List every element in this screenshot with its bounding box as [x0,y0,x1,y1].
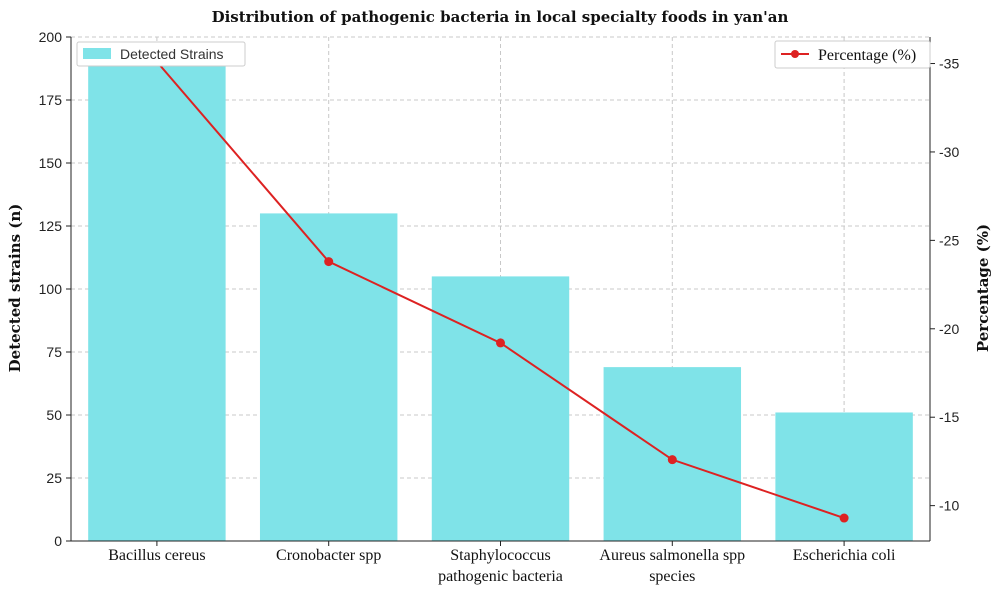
chart-title: Distribution of pathogenic bacteria in l… [212,8,789,26]
y-tick-label-6: 150 [39,155,63,171]
bar-0 [88,57,226,541]
legend-bar-label: Detected Strains [120,46,224,62]
category-labels: Bacillus cereus Cronobacter spp Staphyloco… [108,547,896,585]
y2-tick-label-1: -15 [939,409,959,425]
y-tick-label-5: 125 [39,218,63,234]
category-label-3-1: species [649,568,695,585]
ticks-layer: 0 25 50 75 100 125 150 175 200 -10 -15 -20 -25 -30 -35 [39,29,960,549]
line-point-2 [496,338,505,348]
legend-right: Percentage (%) [774,40,931,69]
y-tick-label-1: 25 [46,470,62,486]
category-label-0-0: Bacillus cereus [108,547,205,564]
y-tick-label-2: 50 [46,407,62,423]
legend-right-box [774,40,931,69]
y2-tick-label-3: -25 [939,232,959,248]
legend-left-box [76,41,246,67]
y2-tick-label-0: -10 [939,498,959,514]
legend-left: Detected Strains [76,41,246,67]
category-label-3-0: Aureus salmonella spp [599,547,745,564]
line-point-3 [667,455,677,465]
y-axis-label: Detected strains (n) [6,204,24,373]
category-label-2-1: pathogenic bacteria [438,568,563,585]
category-label-4-0: Escherichia coli [793,547,896,564]
legend-line-marker [791,50,799,58]
line-point-4 [839,513,849,523]
legend-bar-swatch [83,48,111,59]
y-tick-label-4: 100 [39,281,63,297]
y2-axis-label: Percentage (%) [974,224,992,352]
line-point-1 [324,257,334,267]
bar-1 [259,213,398,541]
y-tick-label-8: 200 [39,29,63,45]
y2-tick-label-4: -30 [939,144,959,160]
category-label-2-0: Staphylococcus [450,547,550,564]
y-tick-label-7: 175 [39,92,63,108]
y-tick-label-0: 0 [54,533,62,549]
category-label-1-0: Cronobacter spp [276,547,381,564]
y2-tick-label-2: -20 [939,321,959,337]
bar-3 [603,367,742,541]
y2-tick-label-5: -35 [939,56,959,72]
y-tick-label-3: 75 [46,344,62,360]
legend-line-label: Percentage (%) [818,47,916,64]
bar-2 [431,276,570,541]
